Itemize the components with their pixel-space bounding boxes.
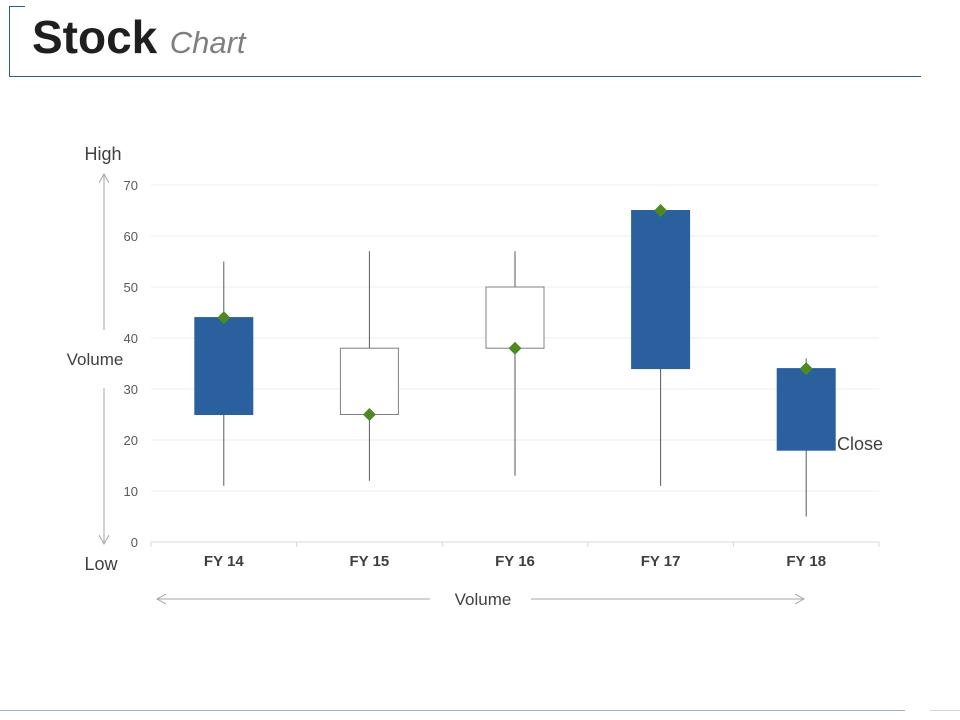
close-marker <box>362 408 376 421</box>
y-tick-label: 10 <box>124 484 138 499</box>
close-marker <box>217 311 231 325</box>
title-main: Stock <box>32 11 158 63</box>
candle-body-rising <box>631 210 691 370</box>
y-tick-label: 40 <box>124 331 138 346</box>
candle-body-rising <box>776 368 836 451</box>
page-title: Stock Chart <box>32 10 246 64</box>
x-tick-label: FY 14 <box>204 553 244 570</box>
candle-body-falling <box>485 286 545 349</box>
title-frame <box>9 6 921 77</box>
bottom-rule <box>0 710 905 711</box>
x-tick-label: FY 18 <box>786 553 826 570</box>
x-tick-label: FY 16 <box>495 553 535 570</box>
close-annotation: Close <box>837 434 883 454</box>
bottom-rule-right <box>930 710 960 711</box>
close-marker <box>654 204 668 217</box>
y-tick-label: 30 <box>124 382 138 397</box>
y-tick-label: 20 <box>124 433 138 448</box>
title-frame-corner <box>9 6 25 7</box>
y-middle-annotation: Volume <box>67 350 124 369</box>
y-tick-label: 60 <box>124 229 138 244</box>
y-tick-label: 50 <box>124 280 138 295</box>
x-tick-label: FY 15 <box>350 553 390 570</box>
close-marker <box>799 362 813 376</box>
y-bottom-annotation: Low <box>84 554 118 574</box>
y-top-annotation: High <box>84 144 121 164</box>
candle-body-falling <box>339 347 399 416</box>
y-tick-label: 70 <box>124 178 138 193</box>
axes: 0 10 20 30 40 50 60 70 FY 14 FY 15 FY 16 FY 17 FY 18 <box>104 175 880 599</box>
candle-body-rising <box>194 317 254 416</box>
y-tick-label: 0 <box>131 535 138 550</box>
candlesticks <box>194 204 836 517</box>
x-axis-annotation: Volume <box>455 590 512 609</box>
close-marker <box>508 341 522 355</box>
labels: High Volume Low Volume Close <box>67 144 883 609</box>
title-sub: Chart <box>169 25 246 60</box>
x-tick-label: FY 17 <box>641 553 681 570</box>
